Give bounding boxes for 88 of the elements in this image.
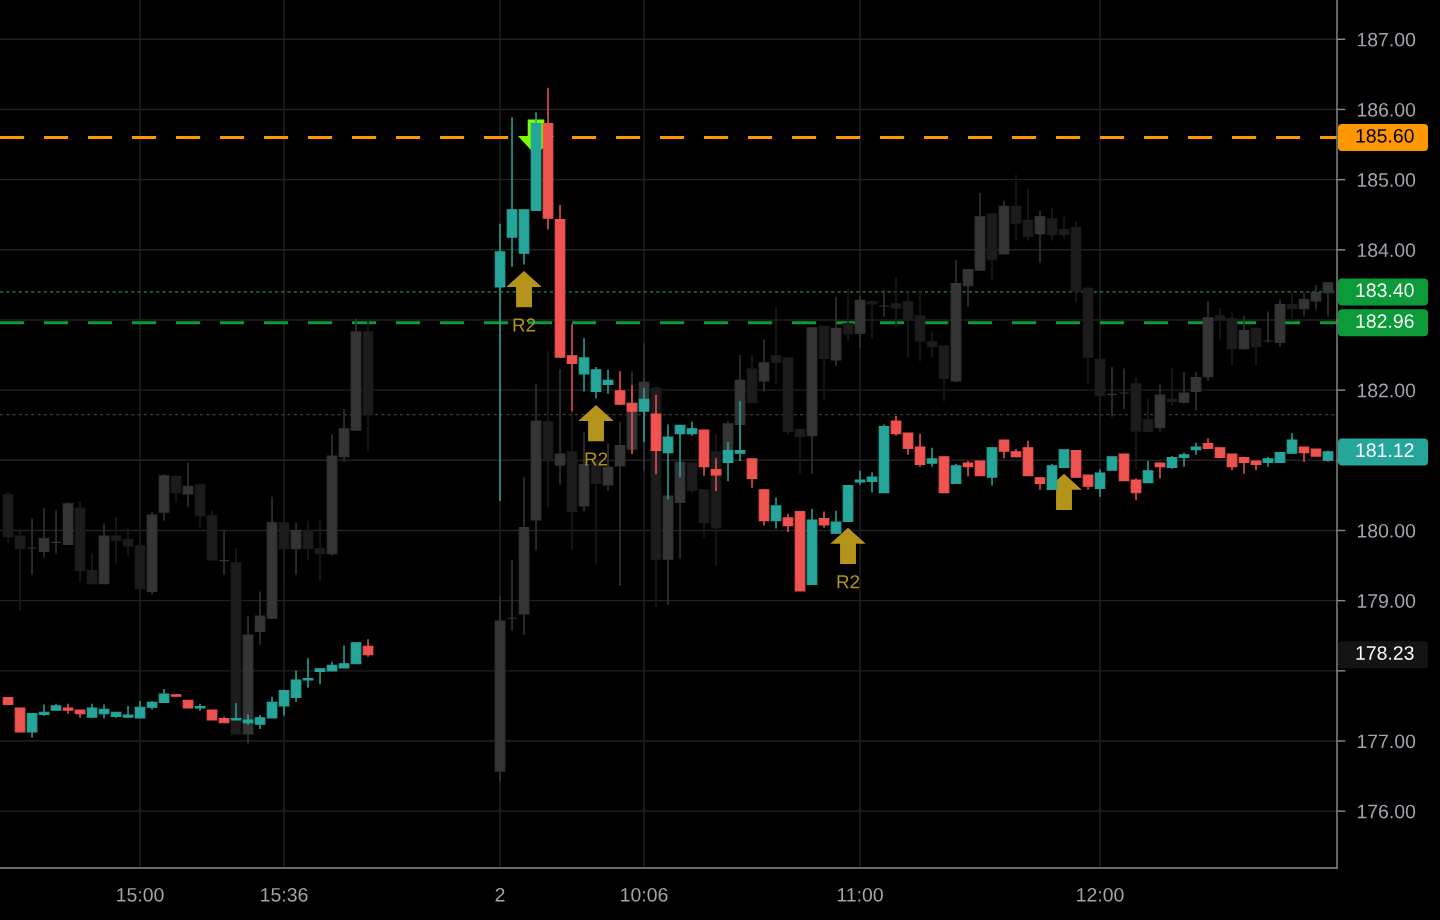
text: 178.23 <box>1356 646 1414 660</box>
candlestick <box>506 559 518 632</box>
candlestick <box>926 330 938 358</box>
candlestick <box>890 415 902 437</box>
x-tick-label: 11:00 <box>837 887 883 902</box>
candlestick <box>1142 460 1154 484</box>
x-tick-label: 10:06 <box>621 887 668 902</box>
x-tick-label: 2 <box>495 887 505 902</box>
candlestick <box>290 521 302 576</box>
y-tick-label: 177.00 <box>1357 734 1416 749</box>
candlestick <box>266 696 278 719</box>
data-label: R2 <box>585 452 608 466</box>
y-tick-label: 187.00 <box>1357 32 1416 47</box>
candlestick <box>1046 206 1058 242</box>
candlestick <box>1298 291 1310 318</box>
candlestick <box>1250 327 1262 367</box>
candlestick <box>338 644 350 669</box>
candlestick <box>878 289 890 318</box>
candlestick <box>122 705 134 718</box>
y-tick-label: 182.00 <box>1357 383 1416 398</box>
candlestick <box>1286 432 1298 455</box>
candlestick <box>902 432 914 456</box>
candlestick <box>926 446 938 468</box>
y-tick-label: 179.00 <box>1357 594 1416 608</box>
x-tick-label: 15:00 <box>117 887 164 902</box>
candlestick <box>1034 209 1046 264</box>
x-tick-label: 12:00 <box>1077 887 1124 902</box>
data-label: R2 <box>837 575 860 589</box>
candlestick <box>26 517 38 576</box>
candlestick <box>182 461 194 508</box>
candlestick <box>1094 468 1106 498</box>
candlestick <box>770 496 782 530</box>
candlestick <box>1046 463 1058 490</box>
candlestick <box>1022 187 1034 242</box>
y-tick-label: 180.00 <box>1357 523 1416 538</box>
candlestick <box>962 268 974 308</box>
candlestick <box>830 510 842 535</box>
point <box>830 527 866 564</box>
candlestick <box>950 463 962 485</box>
point <box>506 271 542 308</box>
candlestick <box>1142 397 1154 433</box>
y-tick-label: 176.00 <box>1357 804 1416 819</box>
candlestick <box>86 552 98 586</box>
candlestick <box>170 473 182 504</box>
candlestick <box>14 707 26 733</box>
candlestick <box>590 366 602 400</box>
candlestick <box>1310 284 1322 311</box>
candlestick <box>350 641 362 665</box>
candlestick <box>38 703 50 717</box>
candlestick <box>1178 451 1190 468</box>
y-tick-label: 184.00 <box>1357 243 1416 258</box>
candlestick <box>614 370 626 406</box>
candlestick <box>38 507 50 558</box>
candlestick <box>758 338 770 393</box>
candlestick <box>1058 216 1070 240</box>
x-tick-label: 15:36 <box>261 887 308 902</box>
point <box>578 405 614 442</box>
candlestick <box>302 657 314 689</box>
ref-line-label: 185.60 <box>1356 128 1414 143</box>
candlestick <box>1190 371 1202 412</box>
candlestick <box>746 458 758 489</box>
candlestick <box>50 509 62 555</box>
data-label: R2 <box>513 318 536 332</box>
candlestick <box>782 512 794 533</box>
candlestick <box>854 470 866 486</box>
candlestick <box>254 590 266 646</box>
ref-line-label: 182.96 <box>1356 314 1414 328</box>
candlestick <box>1154 462 1166 480</box>
candlestick <box>578 337 590 393</box>
candlestick <box>614 420 626 587</box>
y-tick-label: 185.00 <box>1357 173 1416 187</box>
candlestick <box>1322 282 1334 318</box>
y-tick-label: 186.00 <box>1357 102 1416 117</box>
candlestick <box>1118 367 1130 410</box>
candlestick <box>998 439 1010 459</box>
candlestick <box>242 615 254 745</box>
candlestick <box>218 529 230 576</box>
candlestick <box>914 432 926 468</box>
candlestick <box>290 670 302 703</box>
candlestick <box>278 689 290 717</box>
candlestick <box>1238 314 1250 351</box>
candlestick <box>26 712 38 739</box>
text: 181.12 <box>1356 443 1414 458</box>
candlestick <box>314 667 326 685</box>
candlestick <box>1262 310 1274 344</box>
candlestick <box>1178 371 1190 405</box>
ref-line-label: 183.40 <box>1356 283 1414 298</box>
candlestick <box>230 702 242 721</box>
